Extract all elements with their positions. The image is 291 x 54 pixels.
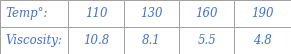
Text: 160: 160 (195, 7, 218, 20)
Bar (68, 0, 124, 27)
Text: Viscosity:: Viscosity: (5, 34, 62, 47)
Text: 5.5: 5.5 (197, 34, 216, 47)
Bar (234, 0, 291, 27)
Bar (234, 27, 291, 54)
Text: 4.8: 4.8 (253, 34, 272, 47)
Text: 8.1: 8.1 (142, 34, 161, 47)
Text: 190: 190 (251, 7, 274, 20)
Bar (124, 0, 179, 27)
Bar (68, 27, 124, 54)
Bar (0, 0, 68, 27)
Bar (124, 27, 179, 54)
Text: 130: 130 (140, 7, 163, 20)
Bar (179, 0, 234, 27)
Bar (0, 27, 68, 54)
Text: 10.8: 10.8 (83, 34, 109, 47)
Text: Temp°:: Temp°: (5, 7, 48, 20)
Text: 110: 110 (85, 7, 107, 20)
Bar (179, 27, 234, 54)
